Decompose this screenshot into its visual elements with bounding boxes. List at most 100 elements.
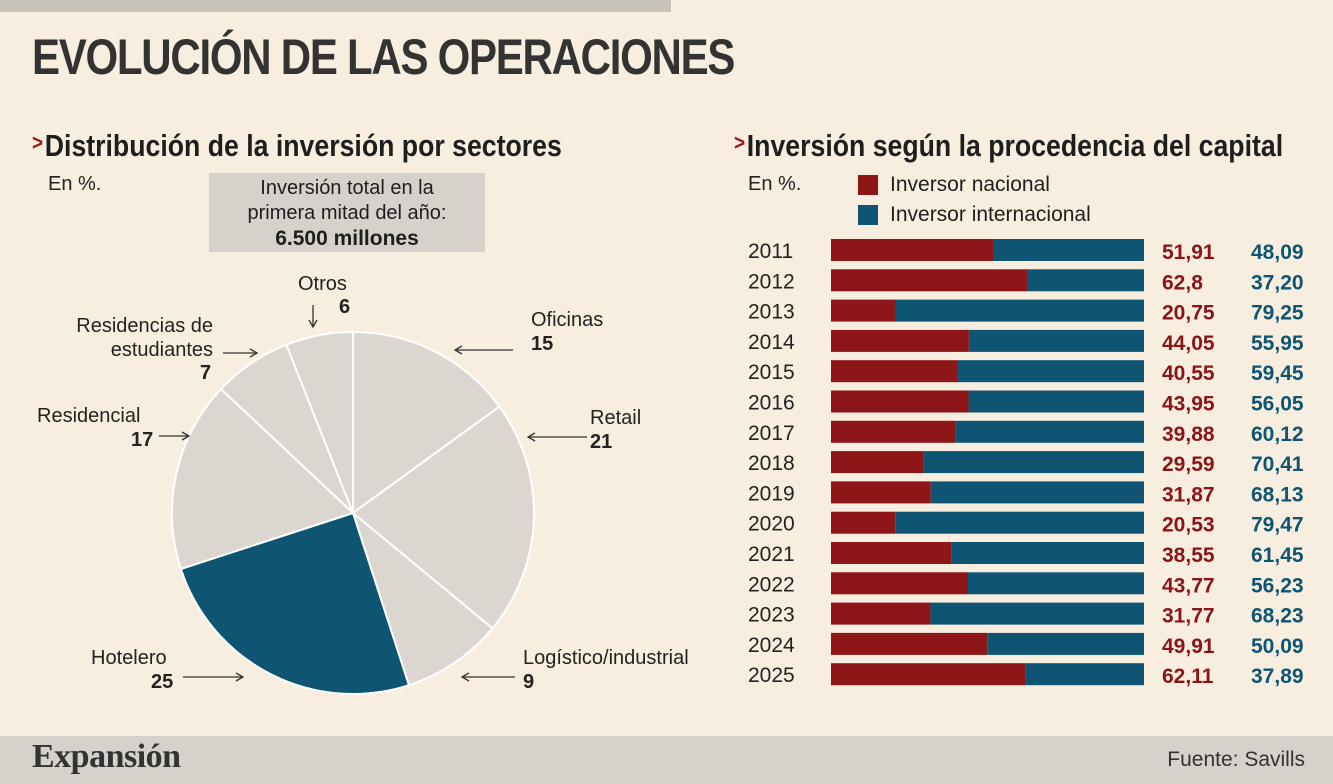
year-label: 2024 <box>748 634 795 657</box>
year-label: 2017 <box>748 422 795 445</box>
bar-unit-note: En %. <box>748 173 802 195</box>
value-label-internacional: 37,89 <box>1251 665 1304 688</box>
pie-label-text: Hotelero <box>91 647 167 669</box>
bar-section-title: >Inversión según la procedencia del capi… <box>734 128 1283 164</box>
pie-label-logistico: Logístico/industrial 9 <box>523 646 689 694</box>
bar-segment-nacional <box>831 481 931 504</box>
bar-segment-nacional <box>831 239 994 261</box>
year-label: 2021 <box>748 543 795 566</box>
pie-label-hotelero: Hotelero 25 <box>91 646 173 694</box>
pie-section-title-text: Distribución de la inversión por sectore… <box>44 128 562 163</box>
value-label-internacional: 50,09 <box>1251 635 1304 658</box>
value-label-nacional: 20,53 <box>1162 514 1215 537</box>
legend-label: Inversor nacional <box>890 173 1050 196</box>
pie-slice-log-stico-industrial <box>350 510 494 687</box>
value-label-internacional: 48,09 <box>1251 241 1304 264</box>
bar-segment-internacional <box>930 481 1144 504</box>
bar-segment-internacional <box>1025 663 1144 686</box>
pie-slice-otros <box>285 330 354 514</box>
pie-label-retail: Retail 21 <box>590 406 641 454</box>
value-label-internacional: 70,41 <box>1251 453 1304 476</box>
arrow-head-icon <box>453 345 463 355</box>
bar-segment-nacional <box>831 420 956 443</box>
pie-label-value: 15 <box>531 333 554 355</box>
bar-segment-nacional <box>831 572 969 595</box>
bar-segment-internacional <box>1027 269 1144 292</box>
caret-icon: > <box>32 130 44 155</box>
year-label: 2022 <box>748 573 795 596</box>
legend-swatch-internacional <box>858 205 878 225</box>
pie-label-value: 6 <box>339 296 351 318</box>
arrow-head-icon <box>235 672 245 682</box>
year-label: 2012 <box>748 270 795 293</box>
bar-segment-nacional <box>831 360 958 383</box>
bar-segment-internacional <box>955 420 1144 443</box>
top-accent-bar <box>0 0 671 12</box>
year-label: 2023 <box>748 604 795 627</box>
bar-segment-nacional <box>831 542 952 564</box>
pie-label-otros-value: 6 <box>339 295 350 319</box>
pie-label-text: Residencial <box>37 405 141 427</box>
pie-label-value: 17 <box>131 429 154 451</box>
pie-label-text: Logístico/industrial <box>523 647 689 669</box>
value-label-internacional: 79,25 <box>1251 302 1304 325</box>
value-label-internacional: 55,95 <box>1251 332 1304 355</box>
pie-label-otros: Otros <box>298 272 347 296</box>
pie-label-oficinas: Oficinas 15 <box>531 308 603 356</box>
legend-label: Inversor internacional <box>890 203 1091 226</box>
bar-segment-internacional <box>968 329 1144 352</box>
bar-segment-internacional <box>987 632 1144 655</box>
value-label-nacional: 20,75 <box>1162 302 1215 325</box>
bar-segment-internacional <box>968 572 1144 595</box>
arrow-head-icon <box>460 672 470 682</box>
value-label-nacional: 43,95 <box>1162 393 1215 416</box>
value-label-nacional: 31,87 <box>1162 483 1215 506</box>
total-line-1: Inversión total en la <box>260 177 434 199</box>
pie-slice-oficinas <box>352 330 501 515</box>
pie-label-text: Oficinas <box>531 309 604 331</box>
value-label-nacional: 39,88 <box>1162 423 1215 446</box>
bar-segment-nacional <box>831 451 924 474</box>
page-title: EVOLUCIÓN DE LAS OPERACIONES <box>32 29 735 85</box>
value-label-nacional: 40,55 <box>1162 362 1215 385</box>
value-label-nacional: 44,05 <box>1162 332 1215 355</box>
pie-label-text: Otros <box>298 273 347 295</box>
pie-slice-residencial <box>171 387 355 571</box>
footer-bar <box>0 736 1333 784</box>
legend-swatch-nacional <box>858 175 878 195</box>
value-label-internacional: 56,23 <box>1251 574 1304 597</box>
pie-label-estudiantes: Residencias de estudiantes <box>55 314 213 362</box>
bar-segment-internacional <box>951 542 1144 564</box>
value-label-nacional: 49,91 <box>1162 635 1215 658</box>
pie-label-value: 25 <box>151 671 174 693</box>
source-note: Fuente: Savills <box>1167 748 1305 771</box>
bar-segment-internacional <box>923 451 1144 474</box>
total-value: 6.500 millones <box>275 227 419 250</box>
pie-label-value: 21 <box>590 431 613 453</box>
pie-label-text: Residencias de estudiantes <box>76 315 213 361</box>
pie-label-residencial: Residencial 17 <box>37 404 153 452</box>
arrow-head-icon <box>526 432 536 442</box>
year-label: 2013 <box>748 301 795 324</box>
value-label-nacional: 29,59 <box>1162 453 1215 476</box>
bar-segment-internacional <box>968 390 1144 413</box>
bar-segment-internacional <box>957 360 1144 383</box>
arrow-head-icon <box>181 431 191 441</box>
bar-segment-nacional <box>831 602 931 625</box>
pie-label-value: 9 <box>523 671 535 693</box>
brand-logo: Expansión <box>32 738 181 775</box>
value-label-nacional: 62,8 <box>1162 271 1203 294</box>
year-label: 2019 <box>748 482 795 505</box>
bar-segment-nacional <box>831 299 896 322</box>
year-label: 2014 <box>748 331 795 354</box>
year-label: 2015 <box>748 361 795 384</box>
value-label-internacional: 79,47 <box>1251 514 1304 537</box>
bar-segment-nacional <box>831 511 896 534</box>
pie-slice-hotelero <box>179 511 411 695</box>
value-label-nacional: 31,77 <box>1162 605 1215 628</box>
year-label: 2020 <box>748 513 795 536</box>
year-label: 2016 <box>748 392 795 415</box>
arrow-head-icon <box>249 348 259 358</box>
